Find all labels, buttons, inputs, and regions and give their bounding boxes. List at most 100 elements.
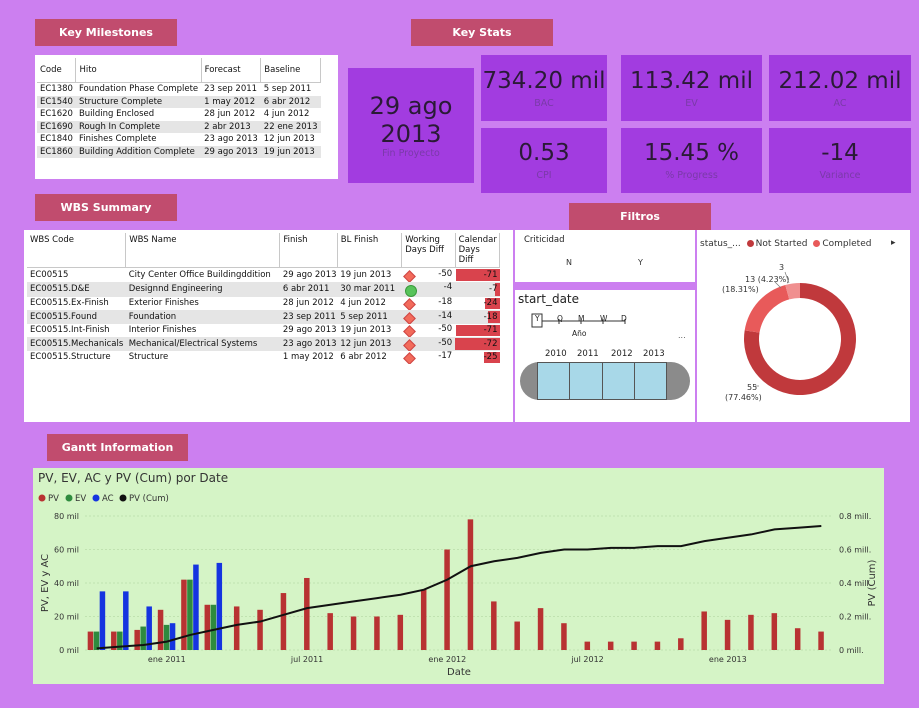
col-wbs-name[interactable]: WBS Name	[125, 233, 281, 268]
col-bl-finish[interactable]: BL Finish	[337, 233, 403, 268]
col-calendar-days-diff[interactable]: Calendar Days Diff	[455, 233, 501, 268]
col-hito[interactable]: Hito	[75, 58, 202, 83]
y-axis-label: PV, EV y AC	[40, 554, 51, 612]
wbs-working-days-diff: -50	[401, 337, 456, 351]
wbs-code: EC00515.Ex-Finish	[30, 298, 109, 309]
variance-value: -14	[821, 140, 859, 166]
level-y[interactable]: Y	[535, 314, 540, 323]
bar-pv-1	[111, 631, 117, 650]
wbs-bl-finish: 19 jun 2013	[340, 269, 392, 280]
x-axis-label: Date	[447, 667, 471, 678]
table-row[interactable]: EC1620 Building Enclosed 28 jun 2012 4 jun …	[37, 108, 321, 121]
wbs-bl-finish: 30 mar 2011	[337, 281, 402, 297]
col-baseline[interactable]: Baseline	[260, 58, 321, 83]
milestone-hito: Structure Complete	[75, 95, 202, 108]
col-working-days-diff[interactable]: Working Days Diff	[401, 233, 456, 268]
milestone-code: EC1860	[37, 145, 76, 158]
filtros-title: Filtros	[620, 210, 660, 223]
not-started-legend-label[interactable]: Not Started	[755, 239, 808, 249]
key-stats-title: Key Stats	[452, 26, 512, 39]
variance-label: Variance	[819, 170, 861, 181]
bar-pv-25	[678, 638, 684, 650]
working-days-value: -50	[438, 324, 453, 335]
pv-ev-ac-chart: PV, EV, AC y PV (Cum) por Date PV EV AC PV (…	[38, 471, 878, 678]
wbs-calendar-days-diff: -71	[455, 268, 500, 282]
criticidad-option-n[interactable]: N	[566, 258, 572, 267]
table-row[interactable]: EC00515.D&E Designnd Engineering 6 abr 201…	[27, 281, 500, 297]
legend-scroll-arrow-icon[interactable]: ▸	[891, 238, 896, 248]
table-row[interactable]: EC00515 City Center Office Buildingdditio…	[27, 268, 500, 282]
year-2011[interactable]: 2011	[577, 349, 599, 359]
bar-pv-5	[204, 604, 211, 650]
start-date-slicer: start_date Y Q M W D Año ... 2010 2011 2…	[515, 290, 695, 422]
level-w[interactable]: W	[600, 314, 608, 323]
milestone-hito: Foundation Phase Complete	[78, 84, 199, 95]
bar-pv-23	[631, 641, 637, 650]
table-row[interactable]: EC00515.Int-Finish Interior Finishes 29 ag…	[27, 324, 500, 337]
status-legend-title: status_...	[700, 239, 741, 249]
table-row[interactable]: EC1540 Structure Complete 1 may 2012 6 abr …	[37, 95, 321, 108]
status-warning-icon	[402, 311, 416, 324]
bar-ac-4	[193, 564, 199, 650]
calendar-days-bar	[495, 282, 500, 296]
timeline-cell-2011[interactable]	[570, 363, 603, 399]
bar-ev-2	[140, 626, 146, 650]
table-row[interactable]: EC1840 Finishes Complete 23 ago 2013 12 jun…	[37, 133, 321, 146]
timeline-cell-2012[interactable]	[603, 363, 635, 399]
wbs-finish: 28 jun 2012	[282, 298, 334, 309]
working-days-value: -50	[438, 337, 453, 348]
timeline-selection[interactable]	[537, 362, 667, 400]
completed-legend-label[interactable]: Completed	[822, 239, 872, 249]
year-2012[interactable]: 2012	[611, 349, 633, 359]
wbs-bl-finish: 19 jun 2013	[340, 325, 392, 336]
progress-value: 15.45 %	[643, 140, 739, 166]
x-tick-label: jul 2011	[290, 655, 323, 664]
timeline-cell-2013[interactable]	[635, 363, 666, 399]
calendar-days-bar	[455, 269, 500, 281]
level-m[interactable]: M	[578, 314, 585, 323]
year-2010[interactable]: 2010	[545, 349, 567, 359]
more-options-icon[interactable]: ...	[678, 331, 686, 340]
legend-dot-2	[92, 494, 100, 502]
col-code[interactable]: Code	[37, 58, 77, 83]
date-level-handle[interactable]	[531, 313, 543, 328]
status-warning-icon	[402, 325, 416, 337]
bar-pv-10	[327, 613, 333, 650]
table-row[interactable]: EC00515.Mechanicals Mechanical/Electrical…	[27, 337, 500, 351]
table-row[interactable]: EC00515.Found Foundation 23 sep 2011 5 sep …	[27, 310, 500, 324]
table-row[interactable]: EC00515.Structure Structure 1 may 2012 6 ab…	[27, 351, 500, 365]
calendar-days-bar	[488, 311, 500, 323]
criticidad-option-y[interactable]: Y	[638, 258, 643, 267]
table-row[interactable]: EC1860 Building Addition Complete 29 ago 2…	[37, 145, 321, 158]
timeline-cell-2010[interactable]	[538, 363, 571, 399]
col-finish[interactable]: Finish	[279, 233, 338, 268]
ac-label: AC	[833, 97, 847, 109]
date-level-slider[interactable]	[515, 290, 695, 422]
col-forecast[interactable]: Forecast	[201, 58, 262, 83]
table-row[interactable]: EC1690 Rough In Complete 2 abr 2013 22 ene …	[37, 120, 321, 133]
donut-slice-other[interactable]	[785, 283, 800, 300]
donut-slice-completed[interactable]	[744, 284, 790, 333]
wbs-calendar-days-diff: -25	[455, 351, 500, 365]
wbs-name: Designnd Engineering	[125, 281, 280, 297]
level-q[interactable]: Q	[557, 314, 563, 323]
calendar-days-bar	[484, 297, 500, 309]
wbs-bl-finish: 4 jun 2012	[340, 298, 386, 309]
bar-pv-19	[537, 608, 544, 650]
cpi-label: CPI	[536, 170, 552, 181]
bar-pv-12	[374, 616, 380, 650]
kpi-bac: 734.20 mil BAC	[481, 55, 607, 121]
level-d[interactable]: D	[621, 314, 627, 323]
milestone-code: EC1620	[40, 109, 73, 120]
col-wbs-code[interactable]: WBS Code	[27, 233, 127, 268]
wbs-code: EC00515.D&E	[27, 281, 126, 297]
x-tick-label: jul 2012	[570, 655, 603, 664]
slice-label-other: 3	[779, 263, 784, 272]
gantt-chart-panel: PV, EV, AC y PV (Cum) por Date PV EV AC PV (…	[33, 468, 884, 684]
wbs-code: EC00515.Int-Finish	[30, 325, 110, 336]
table-row[interactable]: EC00515.Ex-Finish Exterior Finishes 28 jun…	[27, 297, 500, 310]
year-2013[interactable]: 2013	[643, 349, 665, 359]
wbs-finish: 1 may 2012	[282, 352, 334, 363]
table-row[interactable]: EC1380 Foundation Phase Complete 23 sep 20…	[37, 83, 321, 96]
slice-label-not-started: 55	[747, 383, 757, 392]
